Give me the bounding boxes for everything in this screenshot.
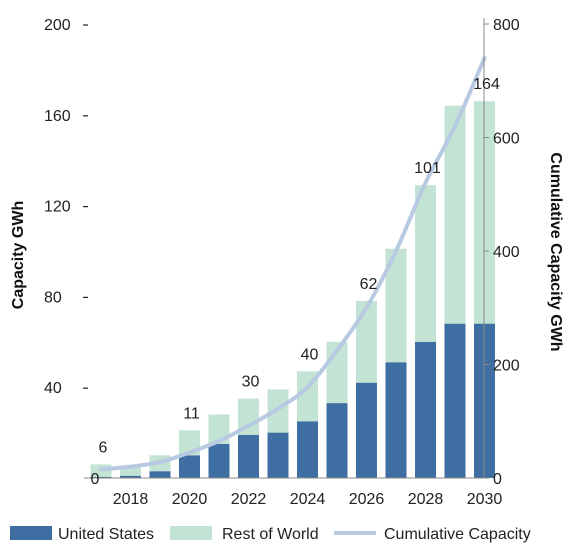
bar-united-states-2019 [149, 471, 171, 478]
bottom-zero-label: 0 [91, 471, 100, 488]
y-tick-right-400: 400 [493, 244, 520, 261]
legend: United States Rest of World Cumulative C… [10, 526, 531, 543]
y-tick-left-80: 80 [44, 289, 62, 306]
bar-united-states-2023 [267, 432, 289, 478]
y-tick-right-800: 800 [493, 17, 520, 34]
line-cumulative-capacity [99, 56, 487, 472]
bar-united-states-2029 [444, 323, 466, 478]
data-label-2020: 11 [183, 405, 200, 422]
bar-rest-of-world-2029 [444, 105, 466, 324]
data-label-2030: 164 [473, 76, 500, 93]
y-tick-left-160: 160 [44, 108, 71, 125]
y-tick-right-600: 600 [493, 131, 520, 148]
axis-layer [84, 18, 485, 479]
legend-label-rest-of-world: Rest of World [222, 526, 319, 543]
bar-united-states-2027 [385, 362, 407, 478]
legend-label-united-states: United States [58, 526, 154, 543]
bar-rest-of-world-2028 [415, 185, 436, 342]
bar-united-states-2017 [90, 476, 112, 478]
bar-united-states-2024 [297, 421, 318, 478]
bars-layer [90, 101, 495, 478]
y-axis-title-right: Cumulative Capacity GWh [547, 152, 564, 351]
y-tick-left-200: 200 [44, 17, 71, 34]
data-label-2028: 101 [414, 160, 441, 177]
y-tick-right-0: 0 [493, 471, 502, 488]
x-tick-2018: 2018 [113, 491, 149, 508]
x-tick-2030: 2030 [467, 491, 503, 508]
bar-rest-of-world-2027 [385, 248, 407, 363]
bar-united-states-2026 [356, 382, 377, 478]
line-layer [99, 56, 487, 472]
y-axis-title-left: Capacity GWh [10, 201, 27, 309]
x-tick-2020: 2020 [172, 491, 208, 508]
bar-united-states-2021 [208, 443, 230, 478]
data-label-2022: 30 [242, 374, 260, 391]
x-tick-2022: 2022 [231, 491, 267, 508]
bar-united-states-2025 [326, 403, 348, 478]
y-tick-left-120: 120 [44, 199, 71, 216]
legend-label-cumulative-capacity: Cumulative Capacity [384, 526, 531, 543]
y-tick-right-200: 200 [493, 358, 520, 375]
bar-united-states-2022 [238, 434, 259, 478]
bar-united-states-2028 [415, 341, 436, 478]
bar-united-states-2018 [120, 475, 141, 478]
legend-swatch-rest-of-world [170, 526, 212, 540]
x-tick-2026: 2026 [349, 491, 385, 508]
labels-layer: 6 11 30 40 62 101 164 0 [91, 76, 500, 488]
bar-rest-of-world-2018 [120, 466, 141, 476]
x-tick-2028: 2028 [408, 491, 444, 508]
bar-united-states-2020 [179, 455, 200, 478]
data-label-2017: 6 [99, 439, 108, 456]
data-label-2026: 62 [360, 276, 378, 293]
bar-rest-of-world-2022 [238, 398, 259, 435]
y-tick-left-40: 40 [44, 380, 62, 397]
legend-swatch-united-states [10, 526, 52, 540]
bar-rest-of-world-2026 [356, 300, 377, 383]
data-label-2024: 40 [301, 346, 319, 363]
x-tick-2024: 2024 [290, 491, 326, 508]
